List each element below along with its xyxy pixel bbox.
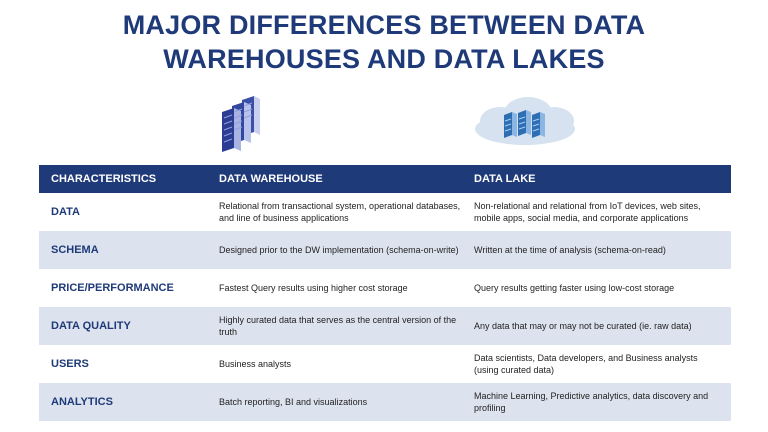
row-characteristic: DATA (51, 206, 80, 218)
row-warehouse-cell: Designed prior to the DW implementation … (219, 245, 459, 255)
header-data-warehouse: DATA WAREHOUSE (219, 173, 323, 185)
table-row: PRICE/PERFORMANCE Fastest Query results … (39, 269, 731, 307)
cloud-servers-icon (470, 95, 580, 156)
title-line-2: WAREHOUSES AND DATA LAKES (163, 44, 605, 74)
server-rack-icon (220, 96, 278, 161)
table-row: DATA QUALITY Highly curated data that se… (39, 307, 731, 345)
row-lake-cell: Written at the time of analysis (schema-… (474, 245, 666, 255)
table-row: ANALYTICS Batch reporting, BI and visual… (39, 383, 731, 421)
row-characteristic: USERS (51, 358, 89, 370)
table-row: DATA Relational from transactional syste… (39, 193, 731, 231)
row-lake-cell: Data scientists, Data developers, and Bu… (474, 353, 698, 375)
row-characteristic: ANALYTICS (51, 396, 113, 408)
header-characteristics: CHARACTERISTICS (51, 173, 157, 185)
page-title: MAJOR DIFFERENCES BETWEEN DATA WAREHOUSE… (0, 8, 768, 76)
row-characteristic: DATA QUALITY (51, 320, 131, 332)
row-lake-cell: Non-relational and relational from IoT d… (474, 201, 701, 223)
row-lake-cell: Query results getting faster using low-c… (474, 283, 675, 293)
row-lake-cell: Machine Learning, Predictive analytics, … (474, 391, 709, 413)
table-row: USERS Business analysts Data scientists,… (39, 345, 731, 383)
header-data-lake: DATA LAKE (474, 173, 536, 185)
row-lake-cell: Any data that may or may not be curated … (474, 321, 692, 331)
row-characteristic: PRICE/PERFORMANCE (51, 282, 174, 294)
comparison-table: CHARACTERISTICS DATA WAREHOUSE DATA LAKE… (39, 165, 731, 421)
row-warehouse-cell: Business analysts (219, 359, 292, 369)
row-warehouse-cell: Relational from transactional system, op… (219, 201, 461, 223)
row-warehouse-cell: Fastest Query results using higher cost … (219, 283, 408, 293)
row-characteristic: SCHEMA (51, 244, 99, 256)
table-row: SCHEMA Designed prior to the DW implemen… (39, 231, 731, 269)
row-warehouse-cell: Highly curated data that serves as the c… (219, 315, 457, 337)
title-line-1: MAJOR DIFFERENCES BETWEEN DATA (122, 10, 646, 40)
row-warehouse-cell: Batch reporting, BI and visualizations (219, 397, 368, 407)
table-header: CHARACTERISTICS DATA WAREHOUSE DATA LAKE (39, 165, 731, 193)
